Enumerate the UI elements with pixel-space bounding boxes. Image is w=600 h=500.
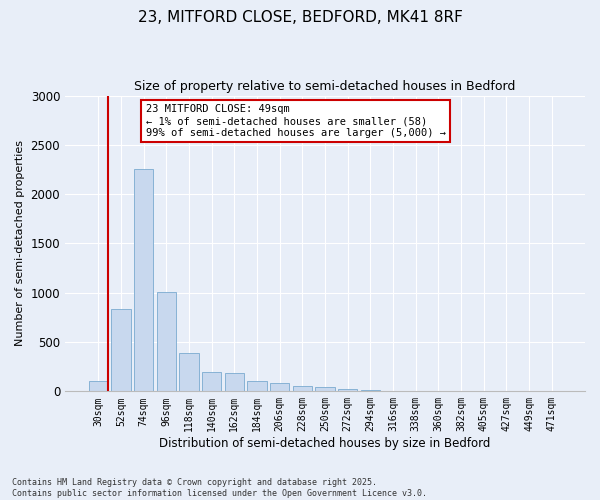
Bar xyxy=(293,386,312,392)
Text: 23, MITFORD CLOSE, BEDFORD, MK41 8RF: 23, MITFORD CLOSE, BEDFORD, MK41 8RF xyxy=(137,10,463,25)
Text: Contains HM Land Registry data © Crown copyright and database right 2025.
Contai: Contains HM Land Registry data © Crown c… xyxy=(12,478,427,498)
Bar xyxy=(225,372,244,392)
Y-axis label: Number of semi-detached properties: Number of semi-detached properties xyxy=(15,140,25,346)
Bar xyxy=(134,170,153,392)
X-axis label: Distribution of semi-detached houses by size in Bedford: Distribution of semi-detached houses by … xyxy=(160,437,491,450)
Bar xyxy=(338,390,358,392)
Text: 23 MITFORD CLOSE: 49sqm
← 1% of semi-detached houses are smaller (58)
99% of sem: 23 MITFORD CLOSE: 49sqm ← 1% of semi-det… xyxy=(146,104,446,138)
Bar xyxy=(361,390,380,392)
Title: Size of property relative to semi-detached houses in Bedford: Size of property relative to semi-detach… xyxy=(134,80,516,93)
Bar xyxy=(157,292,176,392)
Bar xyxy=(179,353,199,392)
Bar xyxy=(270,384,289,392)
Bar xyxy=(202,372,221,392)
Bar xyxy=(316,388,335,392)
Bar xyxy=(247,381,266,392)
Bar xyxy=(89,382,108,392)
Bar xyxy=(112,308,131,392)
